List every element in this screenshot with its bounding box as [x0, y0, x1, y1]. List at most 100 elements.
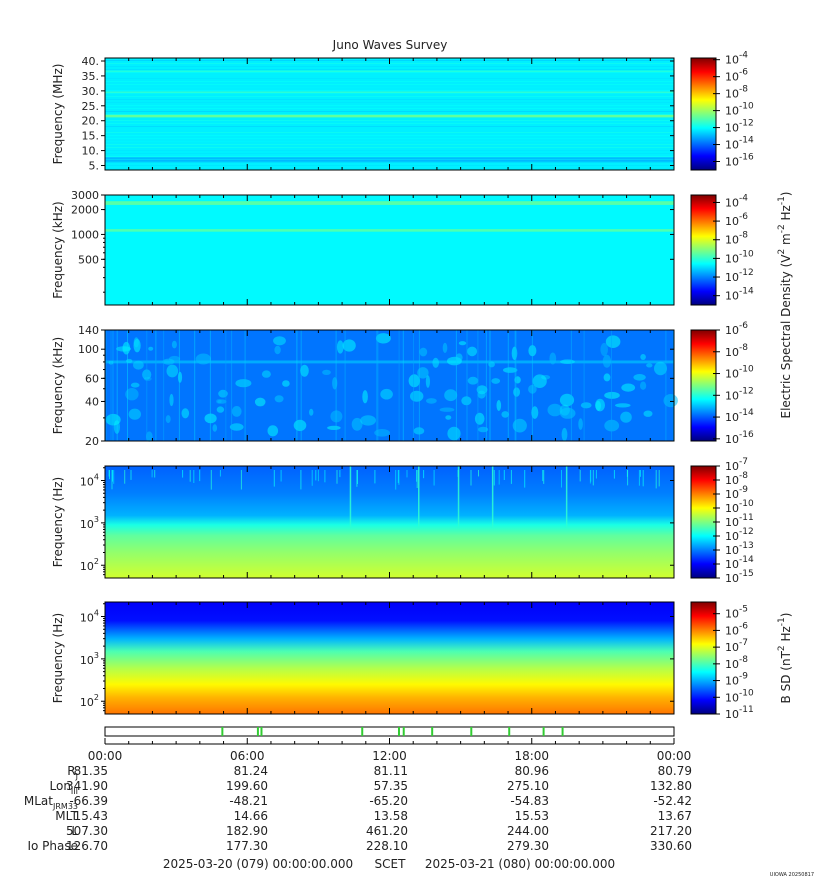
panel-5: 104 103 102 Frequency (Hz) 10-510-610-710-81… [51, 601, 754, 721]
colorbar-tick-label: 10-14 [725, 136, 754, 152]
ephemeris-value: 81.24 [234, 764, 268, 778]
colorbar-gradient [690, 57, 717, 171]
ephemeris-value: 228.10 [366, 839, 408, 853]
ephemeris-value: 15.43 [74, 809, 108, 823]
spectrogram-background [105, 330, 674, 441]
y-tick-label: 30. [82, 85, 100, 98]
ephemeris-value: 279.30 [507, 839, 549, 853]
ephemeris-label: L [71, 824, 78, 838]
footer-start-time: 2025-03-20 (079) 00:00:00.000 [163, 857, 353, 871]
colorbar-tick-label: 10-11 [725, 705, 754, 721]
spectrogram-texture [105, 330, 678, 442]
colorbar: 10-6 10-8 10-10 10-12 10-14 10-16 [690, 321, 754, 446]
time-axis: 00:00 06:00 12:00 18:00 00:00 [88, 738, 692, 763]
y-axis-label: Frequency (Hz) [51, 613, 65, 704]
spectrogram-panels: 40. 35. 30. 25. 20. 15. 10. 5. Frequency (MHz) 10… [51, 51, 754, 721]
y-tick-label: 20 [85, 435, 99, 448]
colorbar-tick-label: 10-10 [725, 688, 754, 704]
y-tick-label: 103 [80, 651, 99, 667]
y-axis-label: Frequency (Hz) [51, 477, 65, 568]
colorbar-gradient [690, 465, 717, 579]
ephemeris-value: 330.60 [650, 839, 692, 853]
watermark: UIOWA 20250817 [770, 872, 814, 878]
event-marker-strip [104, 726, 675, 737]
colorbar-tick-label: 10-10 [725, 102, 754, 118]
time-tick-label: 06:00 [230, 749, 265, 763]
colorbar: 10-4 10-6 10-8 10-10 10-12 10-14 [690, 193, 754, 306]
panel-4: 104 103 102 Frequency (Hz) 10-710-810-910-10… [51, 457, 754, 585]
footer-scet-label: SCET [375, 857, 407, 871]
y-tick-label: 104 [80, 473, 99, 489]
y-axis-label: Frequency (kHz) [51, 201, 65, 298]
colorbar-tick-label: 10-6 [725, 621, 748, 637]
ephemeris-value: 14.66 [234, 809, 268, 823]
ephemeris-value: 57.35 [374, 779, 408, 793]
ephemeris-value: 275.10 [507, 779, 549, 793]
colorbar-gradient [690, 329, 717, 442]
magnetic-colorbar-title: B SD (nT2 Hz-1) [777, 613, 793, 704]
ephemeris-label: MLT [55, 809, 78, 823]
electric-colorbar-title: Electric Spectral Density (V2 m-2 Hz-1) [777, 191, 793, 418]
ephemeris-value: -48.21 [229, 794, 268, 808]
emission-band [105, 91, 674, 94]
ephemeris-value: 80.79 [658, 764, 692, 778]
colorbar-tick-label: 10-14 [725, 408, 754, 424]
colorbar-tick-label: 10-8 [725, 231, 748, 247]
ephemeris-value: 80.96 [515, 764, 549, 778]
spectrogram-background [105, 195, 674, 305]
y-tick-label: 25. [82, 100, 100, 113]
colorbar-tick-label: 10-4 [725, 51, 748, 67]
ephemeris-value: 81.35 [74, 764, 108, 778]
colorbar-tick-label: 10-6 [725, 321, 748, 337]
colorbar-gradient [690, 601, 717, 715]
y-tick-label: 100 [78, 343, 99, 356]
colorbar-tick-label: 10-12 [725, 268, 754, 284]
y-tick-label: 2000 [71, 204, 99, 217]
emission-band [105, 70, 674, 73]
y-tick-label: 15. [82, 130, 100, 143]
ephemeris-value: -65.20 [369, 794, 408, 808]
ephemeris-label: LonIII [50, 779, 79, 796]
colorbar-tick-label: 10-4 [725, 193, 748, 209]
y-tick-label: 35. [82, 70, 100, 83]
event-strip-frame [104, 726, 675, 737]
y-tick-label: 104 [80, 609, 99, 625]
ephemeris-value: -52.42 [653, 794, 692, 808]
time-tick-label: 18:00 [514, 749, 549, 763]
y-tick-label: 102 [80, 693, 99, 709]
footer-end-time: 2025-03-21 (080) 00:00:00.000 [425, 857, 615, 871]
ephemeris-value: 182.90 [226, 824, 268, 838]
colorbar-tick-label: 10-10 [725, 249, 754, 265]
y-tick-label: 140 [78, 324, 99, 337]
spectrogram-background [105, 602, 674, 714]
colorbar-tick-label: 10-15 [725, 569, 754, 585]
ephemeris-value: 177.30 [226, 839, 268, 853]
ephemeris-value: 13.67 [658, 809, 692, 823]
figure-title: Juno Waves Survey [332, 38, 448, 52]
spectrogram-texture [108, 466, 660, 528]
time-tick-label: 00:00 [657, 749, 692, 763]
scet-footer: 2025-03-20 (079) 00:00:00.000 SCET 2025-… [163, 857, 615, 871]
y-tick-label: 20. [82, 115, 100, 128]
ephemeris-value: -66.39 [69, 794, 108, 808]
ephemeris-label: MLatJRM33 [24, 794, 78, 811]
ephemeris-value: 244.00 [507, 824, 549, 838]
emission-band [105, 201, 674, 205]
spectrogram-background [105, 466, 674, 578]
ephemeris-label: RJ [67, 764, 78, 781]
emission-band [105, 229, 674, 232]
ephemeris-value: 132.80 [650, 779, 692, 793]
colorbar-tick-label: 10-10 [725, 365, 754, 381]
ephemeris-value: 81.11 [374, 764, 408, 778]
colorbar-tick-label: 10-6 [725, 68, 748, 84]
y-tick-label: 102 [80, 557, 99, 573]
y-axis-label: Frequency (kHz) [51, 337, 65, 434]
ephemeris-value: 199.60 [226, 779, 268, 793]
colorbar-tick-label: 10-7 [725, 638, 748, 654]
